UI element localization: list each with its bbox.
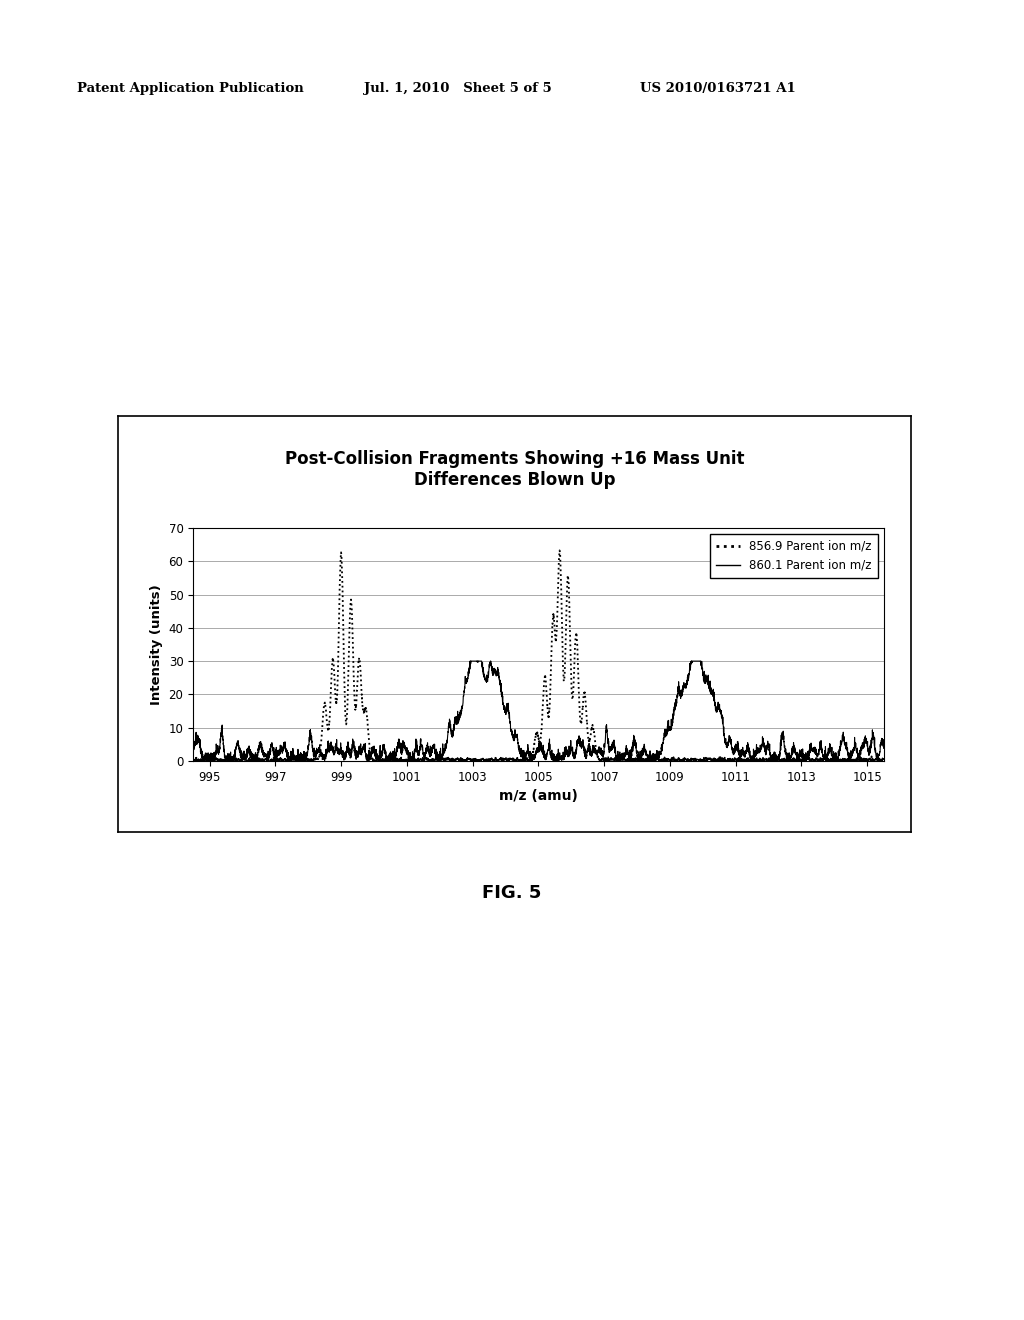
Text: Patent Application Publication: Patent Application Publication: [77, 82, 303, 95]
Text: Jul. 1, 2010   Sheet 5 of 5: Jul. 1, 2010 Sheet 5 of 5: [364, 82, 551, 95]
856.9 Parent ion m/z: [312, 751, 325, 767]
856.9 Parent ion m/z: [755, 752, 767, 768]
Legend: 856.9 Parent ion m/z, 860.1 Parent ion m/z: 856.9 Parent ion m/z, 860.1 Parent ion m…: [711, 535, 878, 578]
860.1 Parent ion m/z: [549, 752, 561, 768]
860.1 Parent ion m/z: [755, 741, 767, 756]
856.9 Parent ion m/z: [553, 543, 565, 558]
X-axis label: m/z (amu): m/z (amu): [499, 789, 578, 803]
860.1 Parent ion m/z: [601, 730, 613, 746]
Text: FIG. 5: FIG. 5: [482, 884, 542, 903]
Line: 856.9 Parent ion m/z: 856.9 Parent ion m/z: [194, 550, 884, 760]
860.1 Parent ion m/z: [312, 739, 325, 755]
856.9 Parent ion m/z: [702, 751, 715, 767]
856.9 Parent ion m/z: [878, 752, 890, 768]
856.9 Parent ion m/z: [451, 752, 463, 768]
856.9 Parent ion m/z: [187, 751, 200, 767]
860.1 Parent ion m/z: [636, 741, 648, 756]
Text: US 2010/0163721 A1: US 2010/0163721 A1: [640, 82, 796, 95]
860.1 Parent ion m/z: [187, 744, 200, 760]
860.1 Parent ion m/z: [451, 717, 463, 733]
Line: 860.1 Parent ion m/z: 860.1 Parent ion m/z: [194, 661, 884, 760]
856.9 Parent ion m/z: [601, 751, 613, 767]
860.1 Parent ion m/z: [464, 653, 476, 669]
Y-axis label: Intensity (units): Intensity (units): [150, 585, 163, 705]
856.9 Parent ion m/z: [636, 751, 648, 767]
860.1 Parent ion m/z: [878, 741, 890, 756]
Text: Post-Collision Fragments Showing +16 Mass Unit
Differences Blown Up: Post-Collision Fragments Showing +16 Mas…: [285, 450, 744, 490]
860.1 Parent ion m/z: [702, 673, 715, 689]
856.9 Parent ion m/z: [671, 752, 683, 768]
